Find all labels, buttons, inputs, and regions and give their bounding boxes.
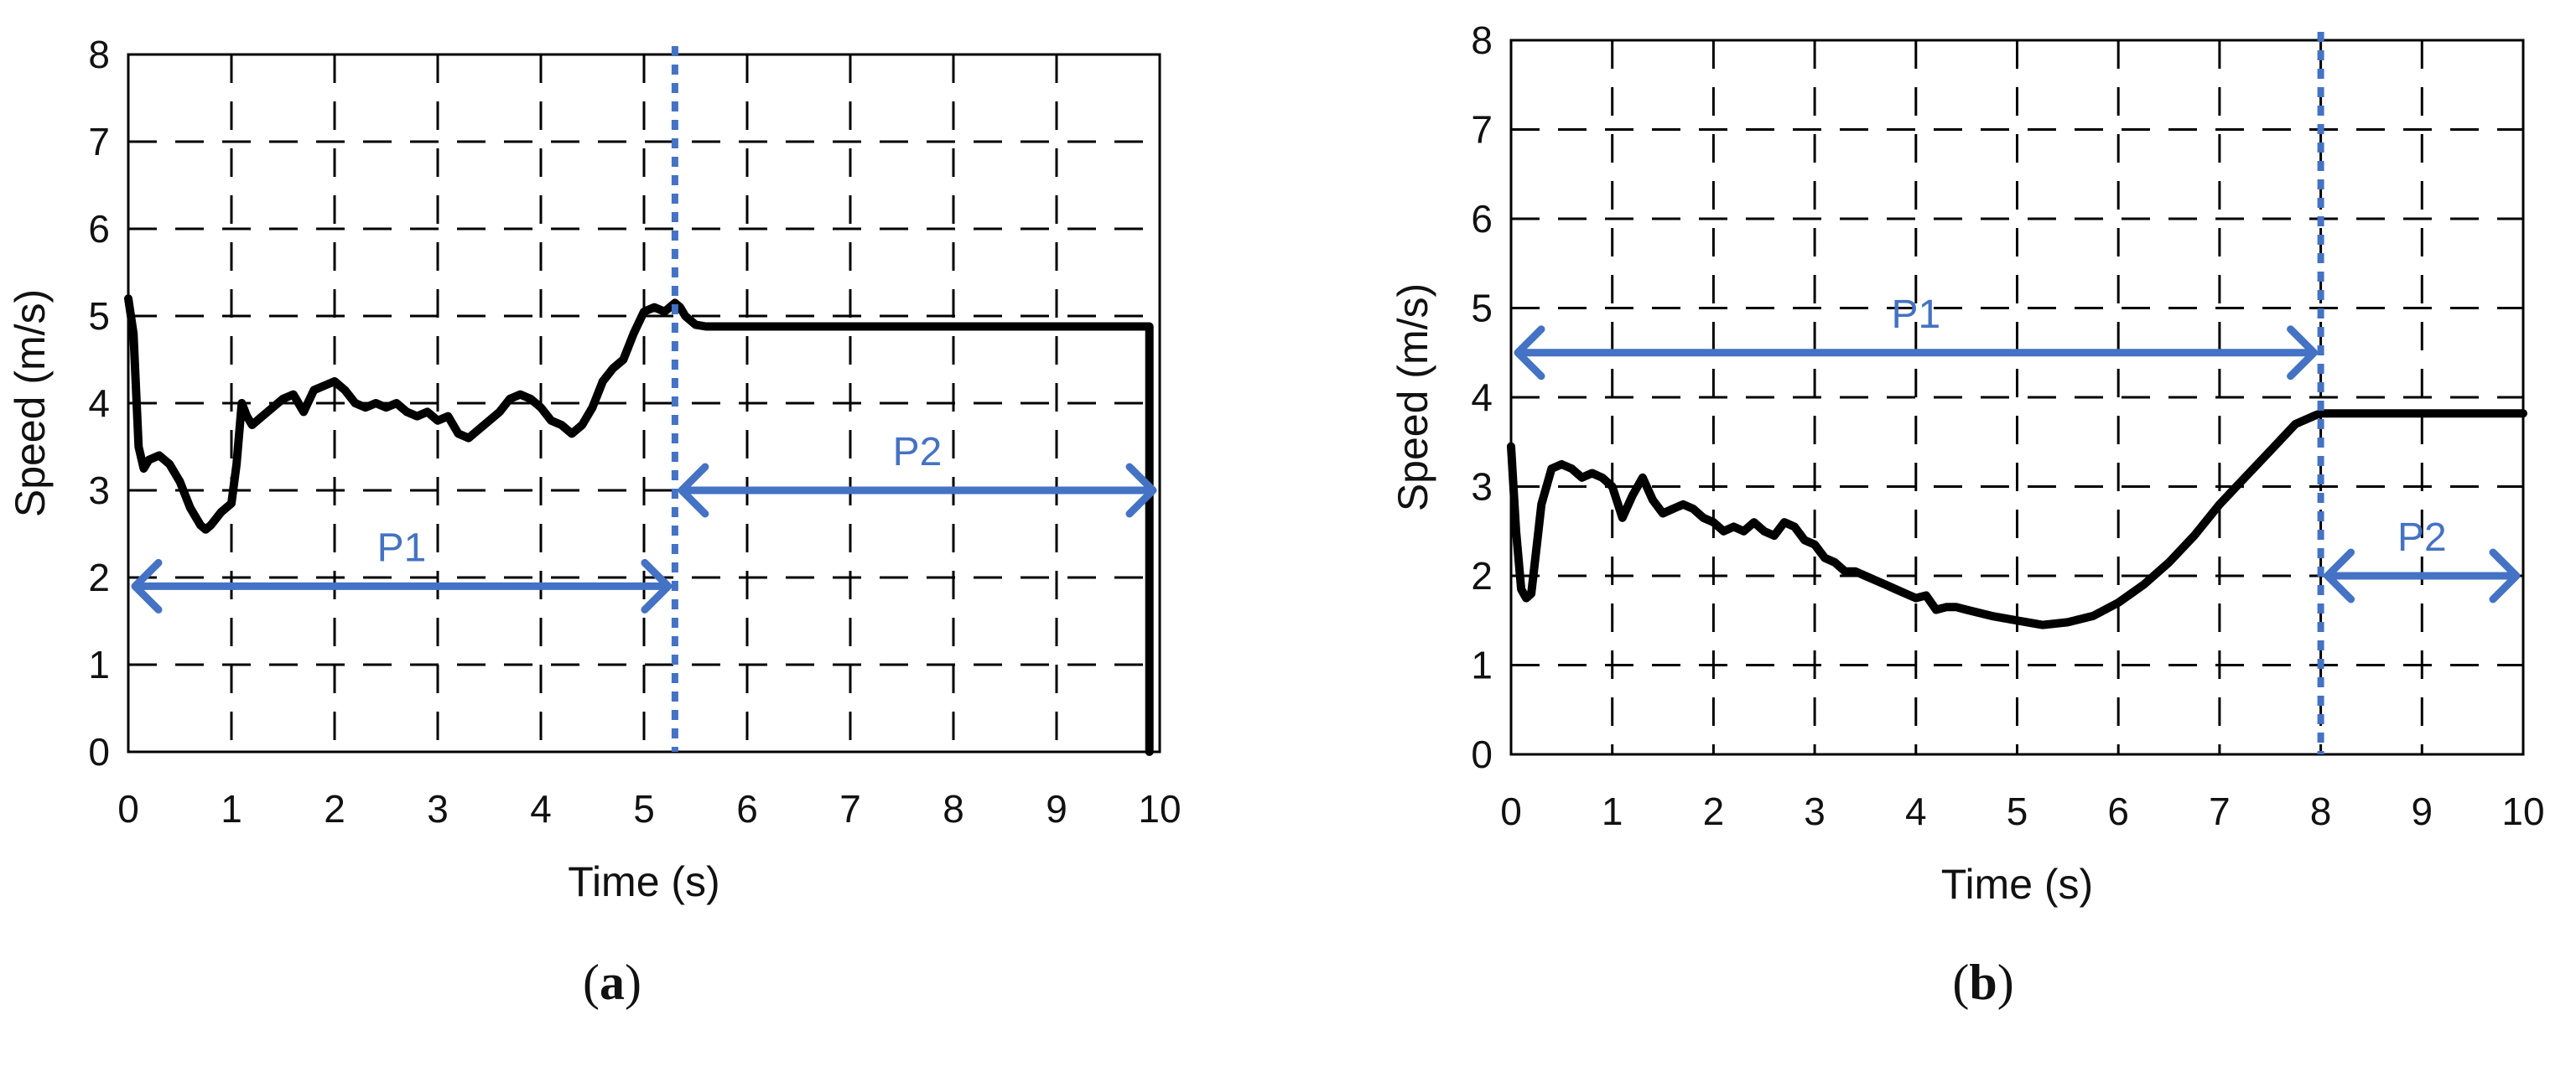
- period-arrow-p2: P2: [678, 430, 1157, 518]
- x-tick-label: 2: [324, 787, 345, 831]
- y-tick-label: 4: [1471, 376, 1493, 419]
- y-tick-label: 8: [88, 33, 110, 76]
- period-arrow-head-left: [1514, 325, 1545, 381]
- y-tick-label: 7: [1471, 108, 1493, 152]
- x-tick-label: 6: [736, 787, 758, 831]
- y-tick-label: 1: [88, 643, 110, 686]
- x-tick-label: 3: [1804, 790, 1826, 833]
- series-line: [1507, 409, 2527, 629]
- x-tick-label: 10: [2501, 790, 2544, 833]
- y-tick-label: 2: [1471, 554, 1493, 598]
- x-tick-label: 5: [633, 787, 655, 831]
- y-tick-label: 6: [88, 207, 110, 251]
- y-tick-label: 3: [1471, 465, 1493, 509]
- x-tick-label: 6: [2107, 790, 2129, 833]
- x-axis-label: Time (s): [1941, 861, 2093, 908]
- y-tick-label: 5: [88, 294, 110, 338]
- period-arrow-head-right: [1125, 463, 1157, 518]
- caption-label-b: b: [1969, 955, 1997, 1010]
- y-tick-label: 4: [88, 381, 110, 425]
- period-arrow-head-right: [2489, 548, 2521, 603]
- x-tick-label: 0: [117, 787, 139, 831]
- series-line: [124, 294, 1154, 756]
- period-arrow-head-right: [2287, 325, 2319, 381]
- caption-paren-open-a: (: [583, 955, 600, 1010]
- x-tick-label: 8: [2310, 790, 2332, 833]
- x-tick-label: 2: [1703, 790, 1725, 833]
- period-arrow-head-left: [678, 463, 709, 518]
- x-axis-label: Time (s): [568, 858, 719, 905]
- chart-b: 0 1 2 3 4 5 6 7 8 9 10 0 1 2 3 4 5 6 7 8 Time (s) Speed (m/s)…: [1389, 18, 2545, 908]
- period-arrow-p1: P1: [1514, 293, 2319, 381]
- caption-paren-open-b: (: [1952, 955, 1970, 1010]
- y-axis-label: Speed (m/s): [7, 289, 54, 517]
- y-tick-label: 0: [1471, 733, 1493, 776]
- y-axis-label: Speed (m/s): [1389, 283, 1436, 511]
- x-tick-label: 3: [427, 787, 449, 831]
- caption-paren-close-a: ): [625, 955, 641, 1010]
- period-label: P2: [893, 430, 943, 474]
- caption-paren-close-b: ): [1997, 955, 2014, 1010]
- period-arrow-head-left: [2324, 548, 2355, 603]
- chart-a: 0 1 2 3 4 5 6 7 8 9 10 0 1 2 3 4 5 6 7 8 Time (s) Speed (m/s)…: [7, 33, 1182, 905]
- period-arrow-p1: P1: [131, 526, 673, 614]
- y-tick-label: 0: [88, 730, 110, 774]
- x-tick-label: 4: [1905, 790, 1927, 833]
- y-tick-label: 2: [88, 556, 110, 599]
- x-tick-label: 1: [221, 787, 242, 831]
- x-tick-label: 7: [839, 787, 861, 831]
- y-tick-label: 6: [1471, 197, 1493, 241]
- x-tick-label: 1: [1602, 790, 1623, 833]
- period-label: P1: [377, 526, 427, 570]
- period-label: P1: [1891, 293, 1940, 337]
- caption-label-a: a: [600, 955, 625, 1010]
- x-tick-label: 8: [943, 787, 964, 831]
- x-tick-label: 4: [530, 787, 552, 831]
- subfigure-caption-b: (b): [1899, 954, 2067, 1012]
- x-tick-label: 10: [1138, 787, 1181, 831]
- y-tick-label: 8: [1471, 18, 1493, 62]
- period-arrow-head-right: [641, 558, 673, 614]
- x-tick-label: 9: [1046, 787, 1067, 831]
- x-tick-label: 0: [1500, 790, 1522, 833]
- period-label: P2: [2397, 515, 2447, 560]
- period-arrow-p2: P2: [2324, 515, 2521, 603]
- x-tick-label: 7: [2209, 790, 2231, 833]
- y-tick-label: 1: [1471, 644, 1493, 687]
- y-tick-label: 7: [88, 120, 110, 163]
- period-arrow-head-left: [131, 558, 163, 614]
- y-tick-label: 5: [1471, 287, 1493, 330]
- subfigure-caption-a: (a): [528, 954, 696, 1012]
- y-tick-label: 3: [88, 469, 110, 512]
- x-tick-label: 9: [2412, 790, 2433, 833]
- x-tick-label: 5: [2007, 790, 2028, 833]
